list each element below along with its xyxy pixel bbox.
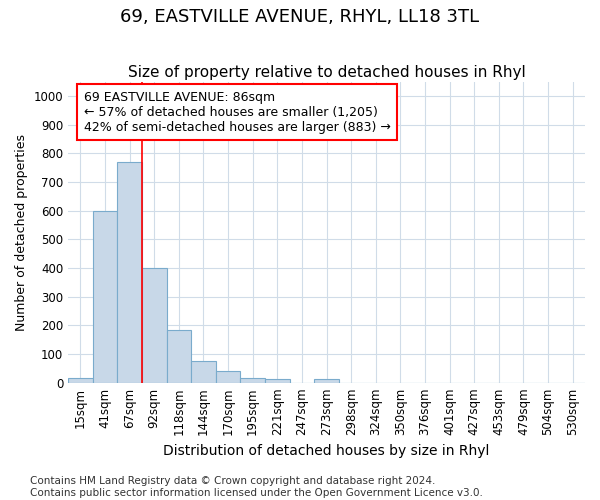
Bar [241,378,265,382]
Bar [167,330,191,382]
Bar [265,379,290,382]
Text: 69, EASTVILLE AVENUE, RHYL, LL18 3TL: 69, EASTVILLE AVENUE, RHYL, LL18 3TL [121,8,479,26]
Bar [92,210,117,382]
Y-axis label: Number of detached properties: Number of detached properties [15,134,28,330]
Bar [142,268,167,382]
Title: Size of property relative to detached houses in Rhyl: Size of property relative to detached ho… [128,66,526,80]
Bar [191,361,216,382]
Bar [314,379,339,382]
X-axis label: Distribution of detached houses by size in Rhyl: Distribution of detached houses by size … [163,444,490,458]
Bar [68,378,92,382]
Text: Contains HM Land Registry data © Crown copyright and database right 2024.
Contai: Contains HM Land Registry data © Crown c… [30,476,483,498]
Bar [117,162,142,382]
Text: 69 EASTVILLE AVENUE: 86sqm
← 57% of detached houses are smaller (1,205)
42% of s: 69 EASTVILLE AVENUE: 86sqm ← 57% of deta… [83,90,391,134]
Bar [216,371,241,382]
